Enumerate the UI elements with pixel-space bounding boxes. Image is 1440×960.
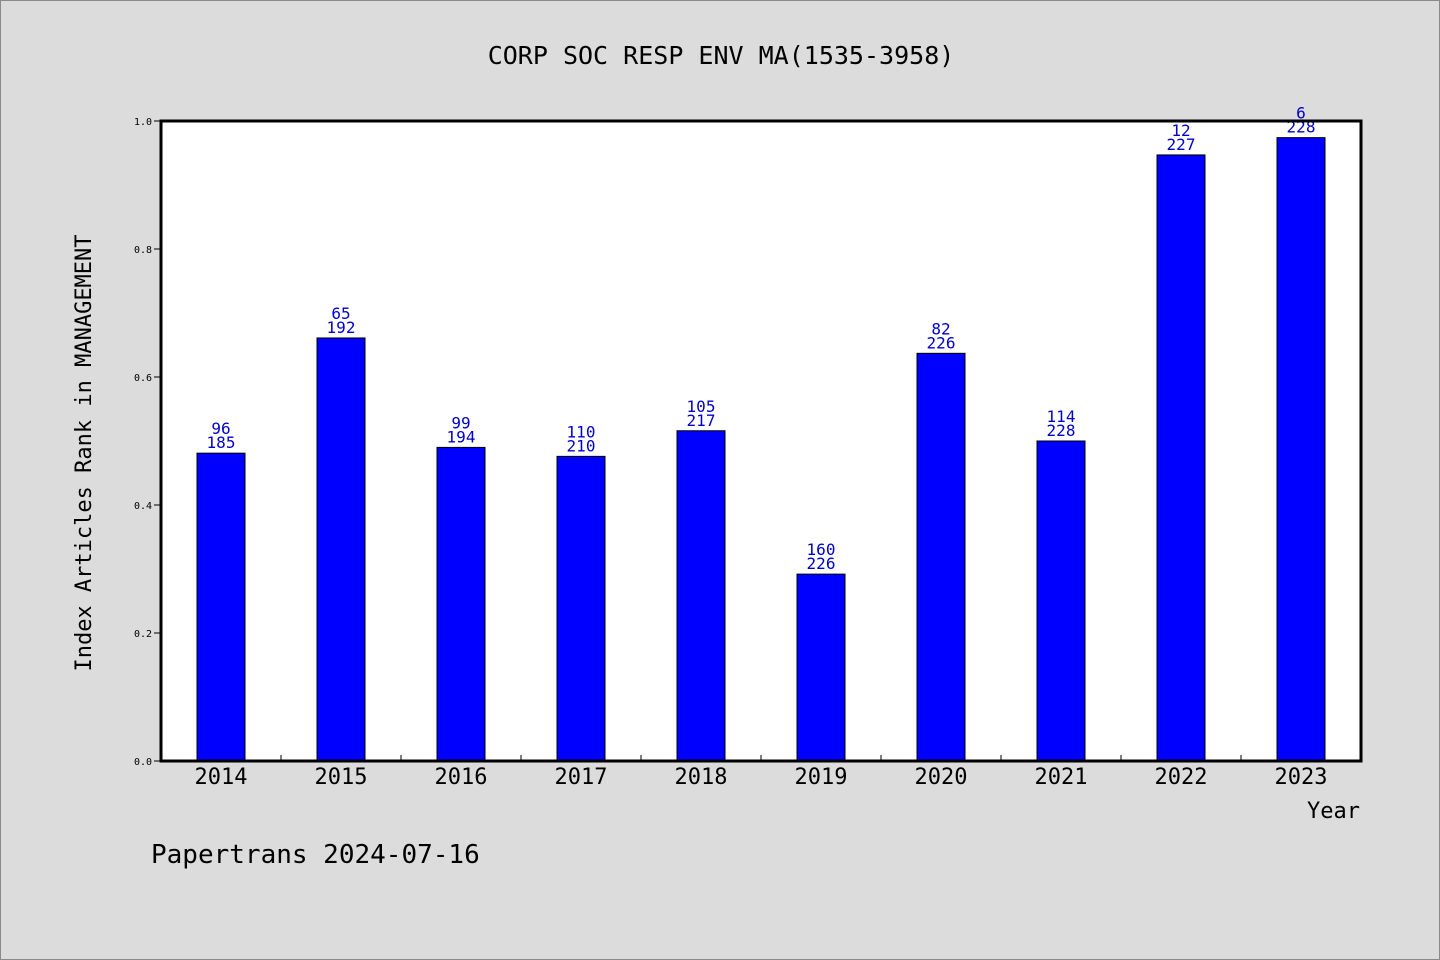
plot-frame — [159, 119, 1363, 763]
y-axis: 0.0 0.2 0.4 0.6 0.8 1.0 — [134, 117, 161, 768]
rank-label-2022: 12 — [1171, 121, 1190, 140]
total-label-2017: 210 — [567, 436, 596, 455]
y-tick-label: 0.6 — [134, 373, 152, 384]
rank-label-2017: 110 — [567, 422, 596, 441]
x-tick-label-2021: 2021 — [1035, 765, 1088, 790]
bar-2020 — [916, 352, 966, 762]
total-label-2018: 217 — [687, 411, 716, 430]
footer-text: Papertrans 2024-07-16 — [151, 840, 480, 870]
y-tick-label: 1.0 — [134, 117, 152, 128]
x-tick-label-2020: 2020 — [915, 765, 968, 790]
x-axis: 2014 2015 2016 2017 2018 2019 2020 2021 2022 2023 — [195, 755, 1328, 790]
total-label-2014: 185 — [207, 433, 236, 452]
chart-title: CORP SOC RESP ENV MA(1535-3958) — [488, 41, 955, 70]
rank-label-2015: 65 — [331, 304, 350, 323]
total-label-2019: 226 — [807, 554, 836, 573]
y-axis-label: Index Articles Rank in MANAGEMENT — [72, 234, 97, 671]
bar-2021 — [1036, 440, 1086, 762]
x-tick-label-2022: 2022 — [1155, 765, 1208, 790]
x-tick-label-2023: 2023 — [1275, 765, 1328, 790]
bar-2015 — [316, 337, 366, 762]
x-tick-label-2017: 2017 — [555, 765, 608, 790]
total-label-2021: 228 — [1047, 421, 1076, 440]
x-tick-label-2018: 2018 — [675, 765, 728, 790]
y-tick-label: 0.8 — [134, 245, 152, 256]
bar-2017 — [556, 455, 606, 762]
bar-2014 — [196, 452, 246, 762]
rank-label-2014: 96 — [211, 419, 230, 438]
rank-label-2020: 82 — [931, 319, 950, 338]
x-tick-label-2019: 2019 — [795, 765, 848, 790]
rank-label-2019: 160 — [807, 540, 836, 559]
y-tick-label: 0.4 — [134, 501, 152, 512]
y-tick-label: 0.2 — [134, 629, 152, 640]
total-label-2016: 194 — [447, 427, 476, 446]
bar-2018 — [676, 430, 726, 762]
total-label-2020: 226 — [927, 333, 956, 352]
rank-label-2016: 99 — [451, 413, 470, 432]
x-tick-label-2015: 2015 — [315, 765, 368, 790]
bar-2019 — [796, 573, 846, 762]
rank-label-2018: 105 — [687, 397, 716, 416]
rank-label-2021: 114 — [1047, 407, 1076, 426]
x-tick-label-2016: 2016 — [435, 765, 488, 790]
bar-2016 — [436, 446, 486, 762]
bar-2022 — [1156, 154, 1206, 762]
total-label-2015: 192 — [327, 318, 356, 337]
y-tick-label: 0.0 — [134, 757, 152, 768]
total-label-2022: 227 — [1167, 135, 1196, 154]
bar-2023 — [1276, 137, 1326, 762]
x-tick-label-2014: 2014 — [195, 765, 248, 790]
x-axis-label: Year — [1307, 799, 1360, 824]
rank-label-2023: 6 — [1296, 104, 1306, 123]
